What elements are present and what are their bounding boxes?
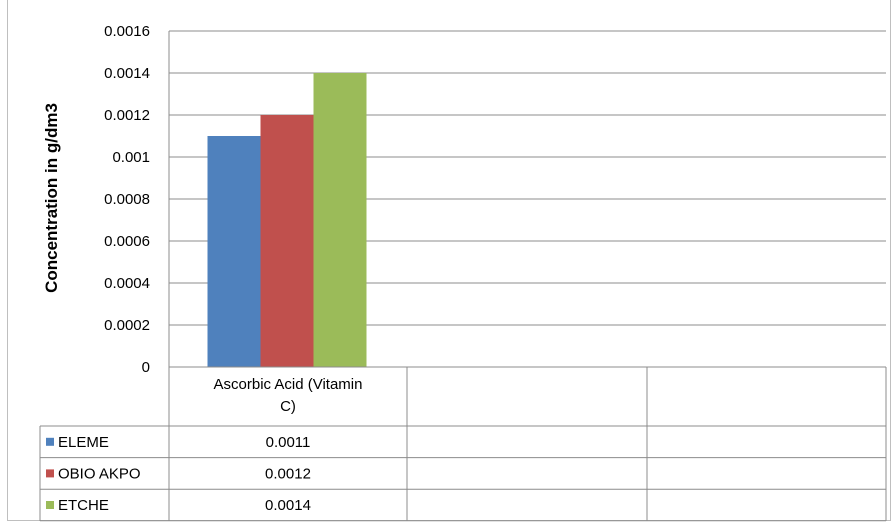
bar-eleme <box>207 136 261 367</box>
legend-key-etche <box>46 501 54 509</box>
y-tick-label: 0.0012 <box>104 107 150 124</box>
y-tick-label: 0.0014 <box>104 65 150 82</box>
data-table: Ascorbic Acid (Vitamin C) ELEME 0.0011 OBIO … <box>39 367 887 522</box>
data-value-label: 0.0012 <box>265 465 311 482</box>
legend-label: ETCHE <box>58 497 109 514</box>
y-tick-label: 0 <box>142 359 150 376</box>
legend-label: OBIO AKPO <box>58 465 141 482</box>
legend-label: ELEME <box>58 434 109 451</box>
legend-key-eleme <box>46 437 54 446</box>
data-value-label: 0.0014 <box>265 497 311 514</box>
bar-obio-akpo <box>260 115 314 367</box>
category-label: Ascorbic Acid (Vitamin <box>214 376 363 393</box>
y-tick-label: 0.0016 <box>104 23 150 40</box>
y-tick-label: 0.001 <box>112 149 150 166</box>
bar-etche <box>313 73 367 367</box>
bars <box>207 73 367 367</box>
y-axis-title: Concentration in g/dm3 <box>42 103 61 293</box>
y-tick-label: 0.0006 <box>104 233 150 250</box>
y-tick-label: 0.0002 <box>104 317 150 334</box>
y-tick-label: 0.0004 <box>104 275 150 292</box>
legend-key-obio-akpo <box>46 469 54 478</box>
axes <box>168 31 886 368</box>
y-axis-ticks: 0 0.0002 0.0004 0.0006 0.0008 0.001 0.0012 0.00… <box>104 23 150 376</box>
data-value-label: 0.0011 <box>266 434 311 451</box>
y-tick-label: 0.0008 <box>104 191 150 208</box>
category-label: C) <box>280 398 296 415</box>
